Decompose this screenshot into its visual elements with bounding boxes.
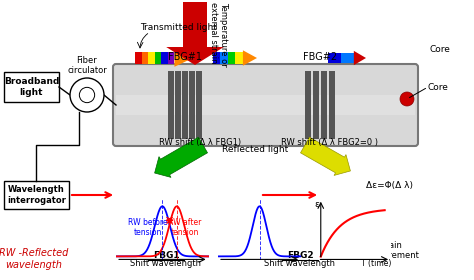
Polygon shape	[166, 47, 224, 65]
Text: Transmitted light: Transmitted light	[140, 23, 217, 32]
Text: RW after
tension: RW after tension	[168, 218, 202, 237]
Circle shape	[70, 78, 104, 112]
Text: Strain
measurement: Strain measurement	[361, 241, 419, 260]
FancyBboxPatch shape	[113, 64, 418, 146]
Bar	[220, 52, 228, 64]
Bar	[182, 71, 188, 139]
Text: FBG2: FBG2	[287, 251, 313, 260]
Bar	[183, 2, 207, 51]
FancyArrow shape	[301, 137, 350, 175]
Bar	[155, 52, 161, 64]
Bar	[236, 52, 243, 64]
Text: Temperature or
external strain: Temperature or external strain	[209, 2, 228, 66]
Bar	[313, 71, 319, 139]
Text: Shift wavelength: Shift wavelength	[264, 259, 336, 268]
Bar	[168, 71, 174, 139]
Bar	[305, 71, 311, 139]
Bar	[135, 52, 142, 64]
Polygon shape	[174, 49, 193, 67]
Bar	[148, 52, 155, 64]
Polygon shape	[354, 51, 366, 65]
Bar	[341, 53, 354, 63]
Bar	[4, 181, 69, 209]
Text: Core: Core	[430, 45, 451, 55]
Text: FBG#2: FBG#2	[303, 52, 337, 62]
Text: Wavelength
interrogator: Wavelength interrogator	[7, 185, 66, 205]
FancyArrow shape	[155, 137, 208, 178]
Text: Core: Core	[428, 83, 449, 92]
Text: FBG1: FBG1	[153, 251, 179, 260]
Bar	[161, 52, 168, 64]
Bar	[213, 52, 220, 64]
Text: FBG#1: FBG#1	[168, 52, 202, 62]
Text: Fiber
circulator: Fiber circulator	[67, 56, 107, 75]
Bar	[168, 52, 174, 64]
Text: RW -Reflected
wavelength: RW -Reflected wavelength	[0, 248, 69, 270]
Bar	[196, 71, 202, 139]
Circle shape	[400, 92, 414, 106]
Bar	[4, 72, 59, 102]
Bar	[329, 71, 335, 139]
Text: RW shift (Δ λ FBG1): RW shift (Δ λ FBG1)	[159, 139, 241, 148]
Bar	[328, 53, 341, 63]
Bar	[189, 71, 195, 139]
Bar	[175, 71, 181, 139]
Bar	[228, 52, 236, 64]
Text: RW shift (Δ λ FBG2=0 ): RW shift (Δ λ FBG2=0 )	[282, 139, 379, 148]
Text: Broadband
light: Broadband light	[4, 77, 59, 97]
Text: Shift wavelength: Shift wavelength	[130, 259, 201, 268]
Text: Reflected light: Reflected light	[222, 145, 288, 154]
Text: RW before
tension: RW before tension	[128, 218, 168, 237]
Bar	[116, 95, 415, 115]
Bar	[142, 52, 148, 64]
Text: ε: ε	[315, 200, 319, 209]
Polygon shape	[243, 50, 257, 66]
Text: T (time): T (time)	[361, 260, 391, 269]
Bar	[321, 71, 327, 139]
Text: Δε=Φ(Δ λ): Δε=Φ(Δ λ)	[366, 181, 413, 190]
